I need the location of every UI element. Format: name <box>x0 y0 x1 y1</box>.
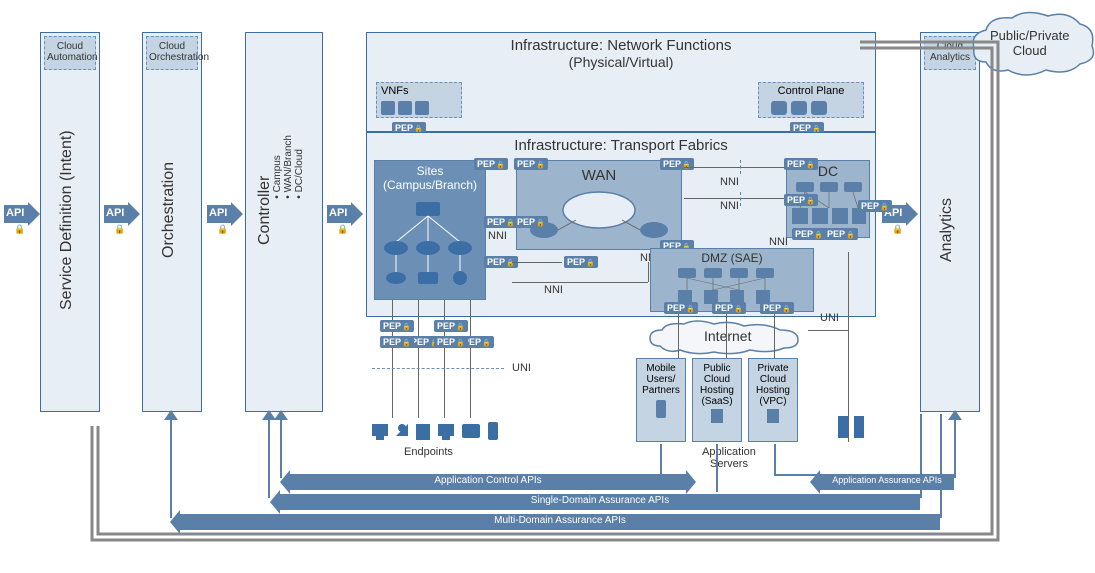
pep-sites-top: PEP <box>474 158 508 170</box>
line-inet-r <box>808 330 848 331</box>
box-vpc: Private Cloud Hosting (VPC) <box>748 358 798 442</box>
nni-2: NNI <box>720 200 739 212</box>
box-cloud-analytics: Cloud Analytics <box>924 36 976 70</box>
pep-wan-bl: PEP <box>514 216 548 228</box>
box-cloud-automation: Cloud Automation <box>44 36 96 70</box>
pep-dmz-b2: PEP <box>712 302 746 314</box>
riser-ctrl-2 <box>268 414 270 498</box>
nni-sites-r1: NNI <box>488 230 507 242</box>
app-servers-label: Application Servers <box>694 446 764 470</box>
pep-dmz-b3: PEP <box>760 302 794 314</box>
riser-ctrl-1-head <box>274 410 288 420</box>
pep-wan-tl: PEP <box>514 158 548 170</box>
vl-dmz-inet-1 <box>678 314 679 358</box>
box-cloud-orch: Cloud Orchestration <box>146 36 198 70</box>
api-arrow-2: API 🔒 <box>104 202 140 226</box>
arrow-app-control: Application Control APIs <box>290 474 686 490</box>
pep-sites-b-ext: PEP <box>564 256 598 268</box>
dash-nni-2 <box>740 192 741 206</box>
endpoints-label: Endpoints <box>404 446 453 458</box>
box-control-plane: Control Plane <box>758 82 864 118</box>
cloud-label: Public/Private Cloud <box>990 28 1069 58</box>
api-arrow-1: API 🔒 <box>4 202 40 226</box>
nni-1: NNI <box>720 176 739 188</box>
uni-inet-r: UNI <box>820 312 839 324</box>
riser-assur-head <box>948 410 962 420</box>
riser-ctrl-1 <box>280 414 282 478</box>
label-service-def: Service Definition (Intent) <box>58 120 76 320</box>
infra-tf-title: Infrastructure: Transport Fabrics <box>367 137 875 154</box>
pep-dc-r: PEP <box>858 200 892 212</box>
pep-ep-3: PEP <box>434 320 468 332</box>
pep-ep-3b: PEP <box>434 336 468 348</box>
pep-ep-1b: PEP <box>380 336 414 348</box>
infra-nf-title: Infrastructure: Network Functions <box>367 37 875 54</box>
pep-dc-b1: PEP <box>792 228 826 240</box>
pep-wan-tr: PEP <box>660 158 694 170</box>
vline-inet-dc <box>848 252 849 442</box>
vl-ep-4 <box>470 300 471 418</box>
riser-md-right <box>940 414 942 518</box>
box-wan: WAN <box>516 160 682 250</box>
line-wan-dc-1 <box>684 167 784 168</box>
nni-dc-b2: NNI <box>769 236 788 248</box>
vl-dmz-inet-3 <box>774 314 775 358</box>
vline-to-dmz <box>648 262 649 282</box>
riser-ctrl-2-head <box>262 410 276 420</box>
pep-sites-r1: PEP <box>484 216 518 228</box>
vl-appctrl-1 <box>660 444 662 474</box>
vl-ep-2 <box>418 300 419 418</box>
pep-dc-l: PEP <box>784 194 818 206</box>
line-wan-dc-2 <box>684 198 784 199</box>
infra-nf-sub: (Physical/Virtual) <box>367 54 875 70</box>
pep-dc-b2: PEP <box>824 228 858 240</box>
arrow-app-ctrl-head-r <box>686 470 696 494</box>
pep-dmz-b1: PEP <box>664 302 698 314</box>
arrow-single-domain: Single-Domain Assurance APIs <box>280 494 920 510</box>
box-vnfs: VNFs <box>376 82 462 118</box>
vl-dmz-inet-2 <box>726 314 727 358</box>
api-arrow-4: API 🔒 <box>327 202 363 226</box>
riser-assur <box>954 414 956 478</box>
arrow-multi-domain: Multi-Domain Assurance APIs <box>180 514 940 530</box>
internet-label: Internet <box>704 328 751 344</box>
box-mobile: Mobile Users/ Partners <box>636 358 686 442</box>
controller-bullets: • Campus • WAN/Branch • DC/Cloud <box>272 135 305 199</box>
vl-ep-1 <box>392 300 393 418</box>
pep-ep-1: PEP <box>380 320 414 332</box>
label-orchestration: Orchestration <box>160 140 178 280</box>
label-analytics: Analytics <box>938 170 956 290</box>
pep-dc-tl: PEP <box>784 158 818 170</box>
hl-appassur <box>774 474 818 476</box>
vl-appctrl-2 <box>716 444 718 492</box>
line-sites-out2 <box>512 282 648 283</box>
box-sites: Sites (Campus/Branch) <box>374 160 486 300</box>
riser-orch <box>170 414 172 518</box>
uni-dash-endpoints <box>372 368 504 369</box>
riser-orch-head <box>164 410 178 420</box>
vl-ep-3 <box>444 300 445 418</box>
box-saas: Public Cloud Hosting (SaaS) <box>692 358 742 442</box>
uni-endpoints: UNI <box>512 362 531 374</box>
line-sites-out <box>512 262 562 263</box>
server-icons-right <box>836 412 868 452</box>
api-arrow-3: API 🔒 <box>207 202 243 226</box>
dash-nni-1 <box>740 160 741 174</box>
arrow-app-assurance: Application Assurance APIs <box>820 474 954 490</box>
vl-appassur <box>774 444 776 474</box>
endpoint-icons <box>368 418 508 448</box>
nni-bottom: NNI <box>544 284 563 296</box>
